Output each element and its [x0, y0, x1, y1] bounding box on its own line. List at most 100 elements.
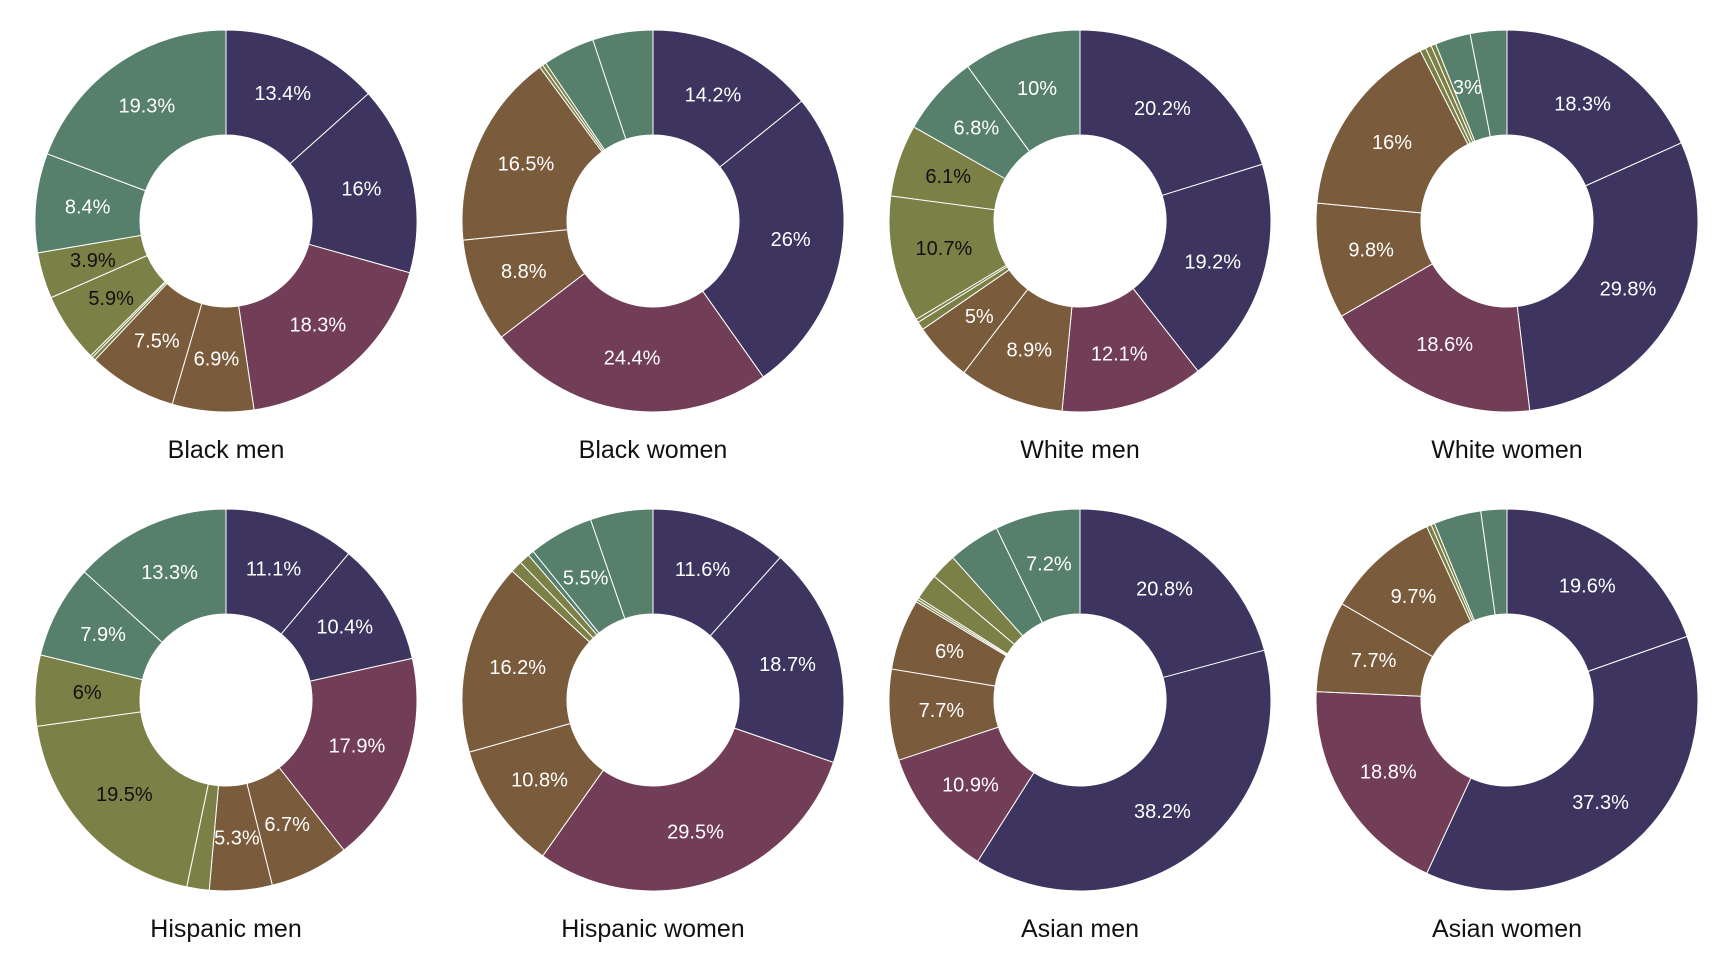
- donut-slice: [500, 272, 765, 413]
- slice-data-label: 19.2%: [1184, 251, 1241, 273]
- donut-slice: [1516, 142, 1699, 412]
- slice-data-label: 20.8%: [1136, 579, 1193, 601]
- donut-slice: [541, 727, 835, 892]
- slice-data-label: 7.5%: [134, 331, 180, 353]
- slice-data-label: 38.2%: [1134, 801, 1191, 823]
- donut-slice: [1469, 29, 1508, 138]
- donut-slice: [461, 570, 591, 753]
- slice-data-label: 5%: [965, 306, 994, 328]
- donut-slice: [709, 556, 845, 764]
- donut-slice: [1480, 508, 1508, 616]
- slice-data-label: 9.8%: [1348, 239, 1394, 261]
- slice-data-label: 7.2%: [1026, 554, 1072, 576]
- slice-data-label: 6.1%: [925, 166, 971, 188]
- slice-data-label: 7.7%: [919, 700, 965, 722]
- slice-data-label: 6.7%: [264, 814, 310, 836]
- slice-data-label: 3.9%: [70, 250, 116, 272]
- donut-slice: [589, 508, 654, 620]
- slice-data-label: 16%: [341, 179, 381, 201]
- donut-slice: [238, 243, 411, 411]
- chart-title: Asian men: [1021, 915, 1139, 943]
- donut-slice: [1506, 29, 1682, 187]
- slice-data-label: 29.8%: [1600, 278, 1657, 300]
- chart-title: White men: [1020, 436, 1139, 464]
- donut-slice: [1316, 50, 1469, 214]
- slice-data-label: 10.8%: [511, 769, 568, 791]
- slice-data-label: 13.4%: [254, 83, 311, 105]
- slice-data-label: 18.6%: [1416, 334, 1473, 356]
- slice-data-label: 12.1%: [1091, 343, 1148, 365]
- donut-chart-asian-men: 20.8% 38.2% 10.9% 7.7% 6% 7.2% Asian men: [888, 508, 1272, 943]
- slice-data-label: 16%: [1372, 132, 1412, 154]
- donut-slice: [1506, 508, 1688, 673]
- slice-data-label: 5.5%: [563, 567, 609, 589]
- slice-data-label: 19.3%: [119, 96, 176, 118]
- donut-slice: [976, 649, 1272, 892]
- slice-data-label: 11.6%: [675, 559, 730, 581]
- donut-slice: [83, 508, 227, 644]
- slice-data-label: 13.3%: [141, 562, 198, 584]
- donut-chart-hispanic-women: 11.6% 18.7% 29.5% 10.8% 16.2% 5.5% Hispanic wo…: [461, 508, 845, 943]
- chart-title: Hispanic men: [150, 915, 301, 943]
- slice-data-label: 37.3%: [1572, 792, 1629, 814]
- slice-data-label: 8.4%: [65, 197, 111, 219]
- donut-slice: [701, 100, 845, 378]
- slice-data-label: 5.9%: [88, 288, 134, 310]
- donut-slice: [36, 711, 209, 888]
- slice-data-label: 10.7%: [916, 238, 973, 260]
- donut-slice: [1315, 691, 1472, 874]
- slice-data-label: 7.7%: [1351, 650, 1397, 672]
- donut-chart-hispanic-men: 11.1% 10.4% 17.9% 6.7%5.3% 19.5% 6% 7.9% 13.3% H…: [34, 508, 418, 943]
- chart-title: Black women: [579, 436, 728, 464]
- slice-data-label: 5.3%: [214, 828, 260, 850]
- donut-chart-black-men: 13.4% 16% 18.3% 6.9% 7.5%5.9% 3.9% 8.4% 19.3% Bl…: [34, 29, 418, 464]
- donut-slice: [1079, 508, 1266, 679]
- donut-slice: [1132, 163, 1272, 372]
- donut-slice: [592, 29, 654, 141]
- slice-data-label: 24.4%: [604, 347, 661, 369]
- donut-slice: [461, 66, 603, 241]
- slice-data-label: 16.5%: [498, 154, 555, 176]
- donut-slice: [1079, 29, 1264, 197]
- chart-title: Hispanic women: [561, 915, 744, 943]
- donut-slice: [289, 92, 418, 274]
- slice-data-label: 14.2%: [685, 85, 742, 107]
- slice-data-label: 10.9%: [942, 775, 999, 797]
- donut-chart-white-men: 20.2% 19.2% 12.1% 8.9% 5% 10.7% 6.1% 6.8% 10% Whi…: [888, 29, 1272, 464]
- donut-slice: [652, 29, 803, 168]
- slice-data-label: 8.8%: [501, 261, 547, 283]
- slice-data-label: 10%: [1017, 78, 1057, 100]
- donut-slice: [1340, 263, 1531, 413]
- donut-chart-white-women: 18.3% 29.8% 18.6% 9.8% 16% 3% White women: [1315, 29, 1699, 464]
- slice-data-label: 6%: [935, 641, 964, 663]
- slice-data-label: 6%: [73, 682, 102, 704]
- slice-data-label: 29.5%: [667, 821, 724, 843]
- slice-data-label: 16.2%: [489, 657, 546, 679]
- chart-title: Asian women: [1432, 915, 1582, 943]
- slice-data-label: 6.8%: [954, 117, 1000, 139]
- slice-data-label: 9.7%: [1391, 586, 1437, 608]
- donut-slice: [1426, 635, 1699, 892]
- slice-data-label: 20.2%: [1134, 98, 1191, 120]
- slice-data-label: 17.9%: [329, 736, 386, 758]
- slice-data-label: 10.4%: [316, 617, 373, 639]
- donut-chart-asian-women: 19.6% 37.3% 18.8% 7.7% 9.7% Asian women: [1315, 508, 1699, 943]
- slice-data-label: 18.3%: [1554, 93, 1611, 115]
- slice-data-label: 8.9%: [1006, 339, 1052, 361]
- slice-data-label: 26%: [771, 229, 811, 251]
- slice-data-label: 18.7%: [759, 654, 816, 676]
- chart-title: White women: [1431, 436, 1582, 464]
- chart-title: Black men: [168, 436, 285, 464]
- donut-chart-black-women: 14.2% 26% 24.4% 8.8% 16.5% Black women: [461, 29, 845, 464]
- donut-slice: [278, 657, 418, 851]
- slice-data-label: 6.9%: [194, 349, 240, 371]
- donut-slice: [46, 29, 227, 192]
- slice-data-label: 11.1%: [246, 558, 301, 580]
- slice-data-label: 19.5%: [96, 784, 153, 806]
- donut-slice: [995, 508, 1081, 624]
- slice-data-label: 19.6%: [1559, 576, 1616, 598]
- slice-data-label: 3%: [1453, 77, 1482, 99]
- slice-data-label: 7.9%: [80, 624, 126, 646]
- slice-data-label: 18.3%: [289, 314, 346, 336]
